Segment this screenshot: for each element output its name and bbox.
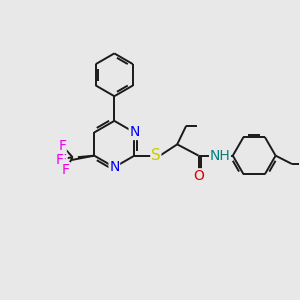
Text: F: F xyxy=(58,139,66,153)
Text: F: F xyxy=(56,152,64,167)
Text: N: N xyxy=(109,160,119,174)
Text: NH: NH xyxy=(210,148,230,163)
Text: S: S xyxy=(151,148,161,163)
Text: F: F xyxy=(62,163,70,177)
Text: F: F xyxy=(59,153,67,167)
Text: O: O xyxy=(193,169,204,183)
Text: N: N xyxy=(129,125,140,140)
